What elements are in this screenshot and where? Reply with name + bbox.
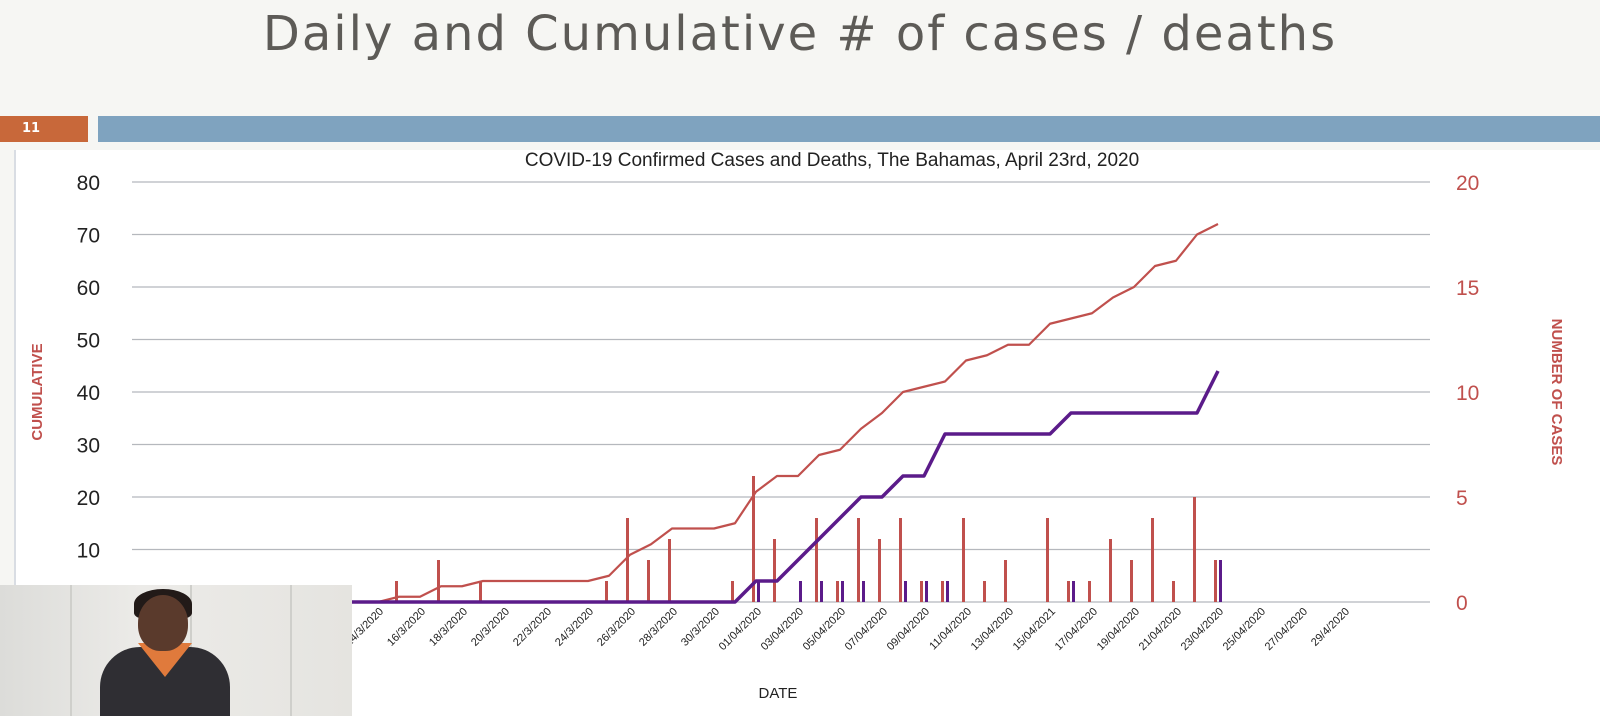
x-axis-label: DATE <box>759 685 798 702</box>
daily-deaths-bar <box>1219 560 1222 602</box>
slide-title: Daily and Cumulative # of cases / deaths <box>262 6 1338 62</box>
y-axis-left-label: CUMULATIVE <box>29 343 46 440</box>
x-tick-label: 01/04/2020 <box>717 606 764 653</box>
header-bar <box>98 116 1600 142</box>
daily-cases-bar <box>1109 539 1112 602</box>
daily-cases-bar <box>1214 560 1217 602</box>
daily-deaths-bar <box>841 581 844 602</box>
daily-cases-bar <box>920 581 923 602</box>
daily-deaths-bar <box>946 581 949 602</box>
y-tick-label-left: 50 <box>77 330 100 353</box>
daily-cases-bar <box>668 539 671 602</box>
x-tick-label: 25/04/2020 <box>1221 606 1268 653</box>
gridlines <box>132 181 1430 603</box>
wall-line <box>290 585 292 716</box>
daily-cases-bar <box>1088 581 1091 602</box>
y-tick-label-left: 70 <box>77 225 100 248</box>
daily-deaths-bar <box>904 581 907 602</box>
daily-cases-bar <box>1151 518 1154 602</box>
x-tick-label: 24/3/2020 <box>553 606 596 649</box>
daily-deaths-bar <box>757 581 760 602</box>
y-axis-right-label: NUMBER OF CASES <box>1548 319 1565 466</box>
daily-deaths-bar <box>862 581 865 602</box>
x-tick-label: 18/3/2020 <box>427 606 470 649</box>
daily-cases-bar <box>962 518 965 602</box>
daily-cases-bar <box>836 581 839 602</box>
x-tick-label: 03/04/2020 <box>759 606 806 653</box>
x-tick-label: 11/04/2020 <box>927 606 974 653</box>
y-tick-label-right: 5 <box>1456 487 1468 510</box>
x-tick-label: 09/04/2020 <box>885 606 932 653</box>
cumulative-deaths-line <box>336 370 1220 604</box>
x-tick-label: 23/04/2020 <box>1179 606 1226 653</box>
x-tick-label: 17/04/2020 <box>1053 606 1100 653</box>
x-tick-label: 15/04/2021 <box>1011 606 1058 653</box>
y-tick-label-left: 40 <box>77 382 100 405</box>
y-tick-label-right: 20 <box>1456 172 1479 195</box>
daily-cases-bar <box>1130 560 1133 602</box>
y-tick-label-left: 30 <box>77 435 100 458</box>
y-tick-label-right: 0 <box>1456 592 1468 615</box>
daily-cases-bar <box>626 518 629 602</box>
bars <box>395 476 1222 602</box>
y-tick-label-left: 20 <box>77 487 100 510</box>
daily-cases-bar <box>437 560 440 602</box>
daily-cases-bar <box>878 539 881 602</box>
page-number: 11 <box>0 116 88 142</box>
daily-cases-bar <box>941 581 944 602</box>
daily-deaths-bar <box>925 581 928 602</box>
daily-cases-bar <box>647 560 650 602</box>
x-tick-label: 13/04/2020 <box>969 606 1016 653</box>
daily-cases-bar <box>1193 497 1196 602</box>
lines <box>336 223 1220 604</box>
daily-cases-bar <box>1172 581 1175 602</box>
y-tick-label-left: 80 <box>77 172 100 195</box>
x-axis-ticks: 12/3/202014/3/202016/3/202018/3/202020/3… <box>301 606 1352 653</box>
presenter-video <box>0 585 352 716</box>
x-tick-label: 20/3/2020 <box>469 606 512 649</box>
x-tick-label: 28/3/2020 <box>637 606 680 649</box>
daily-deaths-bar <box>799 581 802 602</box>
x-tick-label: 26/3/2020 <box>595 606 638 649</box>
daily-cases-bar <box>731 581 734 602</box>
right-axis-ticks: 0 5 10 15 20 <box>1456 172 1479 615</box>
daily-cases-bar <box>983 581 986 602</box>
daily-cases-bar <box>899 518 902 602</box>
daily-cases-bar <box>395 581 398 602</box>
y-tick-label-left: 60 <box>77 277 100 300</box>
daily-cases-bar <box>815 518 818 602</box>
daily-cases-bar <box>773 539 776 602</box>
x-tick-label: 07/04/2020 <box>843 606 890 653</box>
x-tick-label: 30/3/2020 <box>679 606 722 649</box>
chart-title: COVID-19 Confirmed Cases and Deaths, The… <box>525 150 1139 171</box>
y-tick-label-right: 15 <box>1456 277 1479 300</box>
daily-deaths-bar <box>820 581 823 602</box>
x-tick-label: 22/3/2020 <box>511 606 554 649</box>
x-tick-label: 16/3/2020 <box>385 606 428 649</box>
x-tick-label: 27/04/2020 <box>1263 606 1310 653</box>
x-tick-label: 29/4/2020 <box>1309 606 1352 649</box>
daily-cases-bar <box>1046 518 1049 602</box>
daily-cases-bar <box>1004 560 1007 602</box>
daily-cases-bar <box>1067 581 1070 602</box>
daily-cases-bar <box>479 581 482 602</box>
wall-line <box>70 585 72 716</box>
left-axis-ticks: 01020304050607080 <box>77 172 100 615</box>
x-tick-label: 05/04/2020 <box>801 606 848 653</box>
y-tick-label-left: 10 <box>77 540 100 563</box>
daily-cases-bar <box>605 581 608 602</box>
daily-cases-bar <box>752 476 755 602</box>
y-tick-label-right: 10 <box>1456 382 1479 405</box>
x-tick-label: 21/04/2020 <box>1137 606 1184 653</box>
daily-cases-bar <box>857 518 860 602</box>
daily-deaths-bar <box>1072 581 1075 602</box>
cumulative-cases-line <box>336 223 1219 604</box>
presenter-head <box>138 595 188 651</box>
x-tick-label: 19/04/2020 <box>1095 606 1142 653</box>
